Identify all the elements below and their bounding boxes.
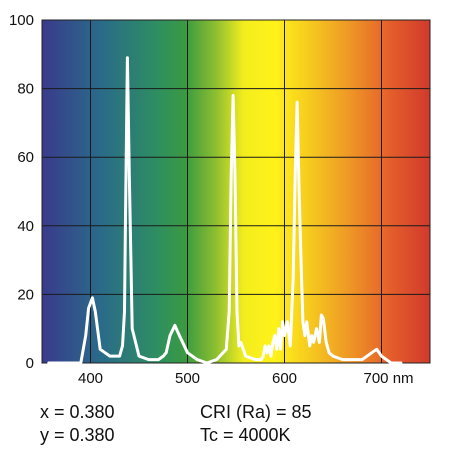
cri-value: CRI (Ra) = 85 (200, 402, 312, 422)
y-tick-label: 40 (17, 218, 34, 235)
y-tick-label: 20 (17, 286, 34, 303)
x-tick-label: 700 nm (364, 370, 414, 387)
y-tick-label: 0 (26, 355, 34, 372)
color-temperature: Tc = 4000K (200, 425, 291, 445)
y-tick-label: 80 (17, 81, 34, 98)
plot-frame (41, 19, 431, 364)
chromaticity-x: x = 0.380 (40, 402, 115, 422)
y-tick-label: 60 (17, 149, 34, 166)
x-tick-label: 400 (78, 370, 103, 387)
x-tick-label: 500 (175, 370, 200, 387)
x-axis-ticks: 400 500 600 700 nm (78, 370, 414, 387)
spectrum-line (47, 56, 403, 365)
y-axis-ticks: 0 20 40 60 80 100 (9, 12, 34, 372)
chromaticity-y: y = 0.380 (40, 425, 115, 445)
y-tick-label: 100 (9, 12, 34, 29)
x-tick-label: 600 (272, 370, 297, 387)
